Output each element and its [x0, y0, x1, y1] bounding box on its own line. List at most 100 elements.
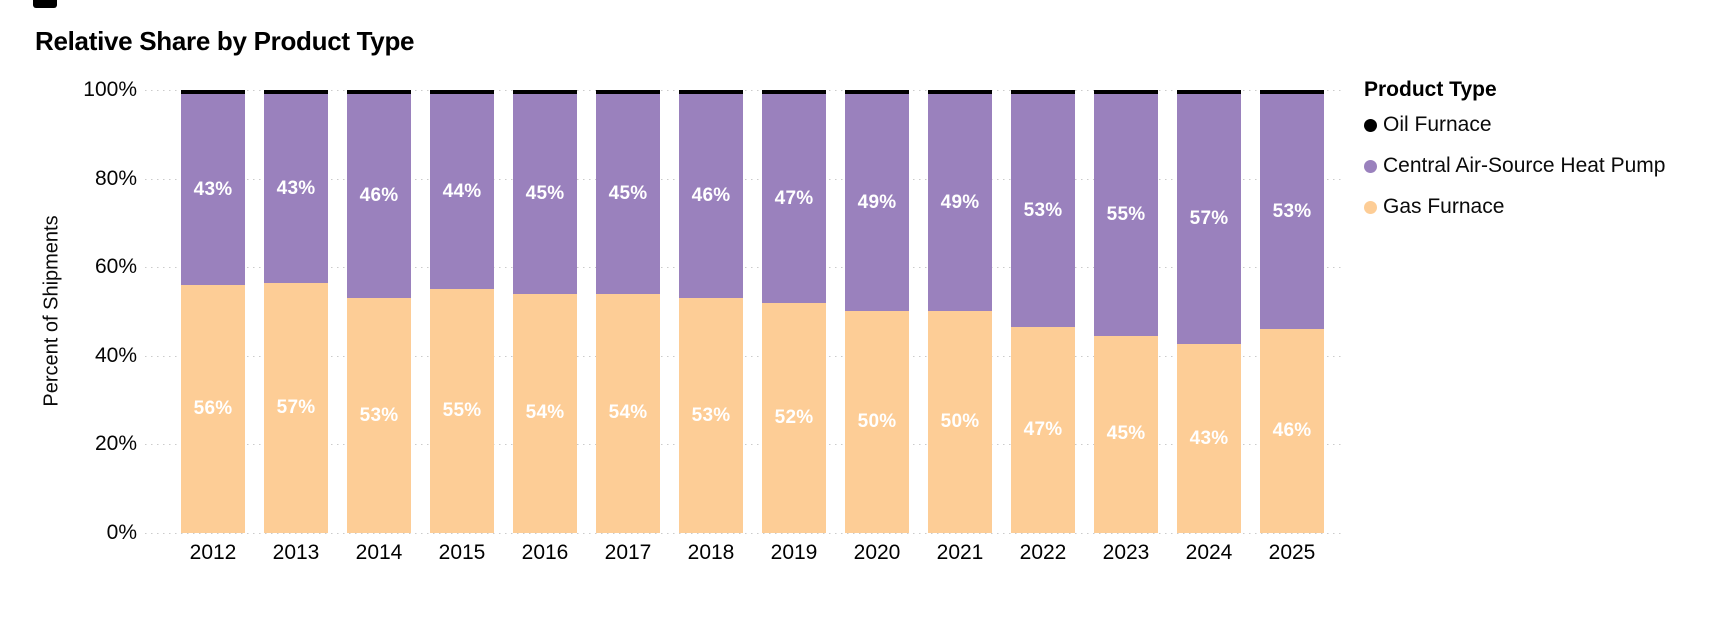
bar-2014[interactable]: 46% 53% — [347, 90, 411, 533]
bar-2025[interactable]: 53% 46% — [1260, 90, 1324, 533]
bar-segment-gas-furnace[interactable]: 46% — [1260, 329, 1324, 533]
x-axis-label-2017: 2017 — [604, 541, 652, 564]
bar-2019[interactable]: 47% 52% — [762, 90, 826, 533]
bar-2016[interactable]: 45% 54% — [513, 90, 577, 533]
bar-value-label: 55% — [1106, 203, 1146, 225]
bar-segment-oil-furnace[interactable] — [181, 90, 245, 95]
bar-segment-central-air-source-heat-pump[interactable]: 53% — [1260, 94, 1324, 330]
bar-segment-gas-furnace[interactable]: 55% — [430, 289, 494, 533]
bar-value-label: 46% — [359, 185, 399, 207]
bar-segment-central-air-source-heat-pump[interactable]: 45% — [596, 94, 660, 294]
bar-segment-oil-furnace[interactable] — [513, 90, 577, 95]
legend: Product Type Oil Furnace Central Air-Sour… — [1364, 78, 1729, 236]
bar-segment-central-air-source-heat-pump[interactable]: 57% — [1177, 94, 1241, 345]
gridline-0% — [145, 532, 1345, 534]
x-axis-label-2016: 2016 — [521, 541, 569, 564]
bar-value-label: 49% — [857, 191, 897, 213]
legend-item-gas-furnace[interactable]: Gas Furnace — [1364, 195, 1729, 219]
bar-segment-gas-furnace[interactable]: 45% — [1094, 335, 1158, 533]
bar-segment-oil-furnace[interactable] — [264, 90, 328, 95]
bar-segment-gas-furnace[interactable]: 53% — [679, 298, 743, 533]
bar-value-label: 53% — [359, 404, 399, 426]
bar-segment-gas-furnace[interactable]: 56% — [181, 284, 245, 533]
bar-2015[interactable]: 44% 55% — [430, 90, 494, 533]
legend-dot-icon — [1364, 159, 1377, 173]
bar-segment-oil-furnace[interactable] — [347, 90, 411, 95]
x-axis-label-2020: 2020 — [853, 541, 901, 564]
bar-segment-oil-furnace[interactable] — [679, 90, 743, 95]
bar-2013[interactable]: 43% 57% — [264, 90, 328, 533]
bar-segment-oil-furnace[interactable] — [1011, 90, 1075, 95]
bar-value-label: 46% — [1272, 420, 1312, 442]
x-axis-label-2018: 2018 — [687, 541, 735, 564]
legend-item-label: Gas Furnace — [1383, 195, 1505, 218]
bar-segment-oil-furnace[interactable] — [1260, 90, 1324, 95]
bar-value-label: 46% — [691, 185, 731, 207]
bar-segment-central-air-source-heat-pump[interactable]: 46% — [347, 94, 411, 299]
bar-value-label: 47% — [1023, 418, 1063, 440]
x-axis-label-2014: 2014 — [355, 541, 403, 564]
bar-segment-gas-furnace[interactable]: 53% — [347, 298, 411, 533]
bar-segment-central-air-source-heat-pump[interactable]: 45% — [513, 94, 577, 294]
y-tick-label-80%: 80% — [94, 166, 137, 190]
bar-segment-central-air-source-heat-pump[interactable]: 44% — [430, 94, 494, 290]
bar-segment-gas-furnace[interactable]: 52% — [762, 302, 826, 533]
bar-segment-oil-furnace[interactable] — [845, 90, 909, 95]
legend-item-oil-furnace[interactable]: Oil Furnace — [1364, 113, 1729, 137]
bar-value-label: 47% — [774, 187, 814, 209]
bar-segment-central-air-source-heat-pump[interactable]: 46% — [679, 94, 743, 299]
gridline-60% — [145, 267, 1345, 269]
bar-2022[interactable]: 53% 47% — [1011, 90, 1075, 533]
legend-item-label: Oil Furnace — [1383, 113, 1492, 136]
y-tick-label-20%: 20% — [94, 432, 137, 456]
bar-segment-gas-furnace[interactable]: 43% — [1177, 344, 1241, 533]
bar-2024[interactable]: 57% 43% — [1177, 90, 1241, 533]
bar-segment-gas-furnace[interactable]: 57% — [264, 282, 328, 533]
bar-value-label: 45% — [525, 183, 565, 205]
x-axis-label-2025: 2025 — [1268, 541, 1316, 564]
bar-segment-gas-furnace[interactable]: 50% — [928, 311, 992, 533]
bar-segment-gas-furnace[interactable]: 47% — [1011, 326, 1075, 533]
bar-2023[interactable]: 55% 45% — [1094, 90, 1158, 533]
bar-segment-oil-furnace[interactable] — [928, 90, 992, 95]
x-axis-label-2013: 2013 — [272, 541, 320, 564]
gridline-20% — [145, 444, 1345, 446]
bar-segment-central-air-source-heat-pump[interactable]: 49% — [845, 94, 909, 312]
top-edge-artifact — [33, 0, 57, 8]
bar-value-label: 53% — [1272, 200, 1312, 222]
bar-segment-gas-furnace[interactable]: 50% — [845, 311, 909, 533]
bar-segment-central-air-source-heat-pump[interactable]: 43% — [181, 94, 245, 285]
bar-segment-central-air-source-heat-pump[interactable]: 49% — [928, 94, 992, 312]
bar-segment-oil-furnace[interactable] — [430, 90, 494, 95]
bar-value-label: 53% — [691, 404, 731, 426]
bar-segment-central-air-source-heat-pump[interactable]: 53% — [1011, 94, 1075, 327]
y-tick-label-100%: 100% — [83, 78, 137, 101]
bar-2012[interactable]: 43% 56% — [181, 90, 245, 533]
bar-value-label: 43% — [276, 177, 316, 199]
legend-dot-icon — [1364, 200, 1377, 214]
bar-value-label: 43% — [193, 178, 233, 200]
x-axis-label-2022: 2022 — [1019, 541, 1067, 564]
bar-value-label: 43% — [1189, 427, 1229, 449]
bar-segment-oil-furnace[interactable] — [1094, 90, 1158, 95]
bar-value-label: 50% — [857, 411, 897, 433]
bar-segment-central-air-source-heat-pump[interactable]: 43% — [264, 94, 328, 283]
bar-segment-oil-furnace[interactable] — [1177, 90, 1241, 95]
bar-segment-oil-furnace[interactable] — [596, 90, 660, 95]
bar-value-label: 57% — [276, 396, 316, 418]
gridline-40% — [145, 355, 1345, 357]
x-axis-label-2024: 2024 — [1185, 541, 1233, 564]
x-axis-label-2021: 2021 — [936, 541, 984, 564]
bar-segment-oil-furnace[interactable] — [762, 90, 826, 95]
bar-2021[interactable]: 49% 50% — [928, 90, 992, 533]
page-title: Relative Share by Product Type — [35, 26, 415, 56]
bar-2020[interactable]: 49% 50% — [845, 90, 909, 533]
bar-2018[interactable]: 46% 53% — [679, 90, 743, 533]
bar-2017[interactable]: 45% 54% — [596, 90, 660, 533]
x-axis-label-2015: 2015 — [438, 541, 486, 564]
bar-segment-central-air-source-heat-pump[interactable]: 55% — [1094, 94, 1158, 336]
bar-segment-gas-furnace[interactable]: 54% — [513, 293, 577, 533]
legend-item-central-air-source-heat-pump[interactable]: Central Air-Source Heat Pump — [1364, 154, 1729, 178]
bar-segment-central-air-source-heat-pump[interactable]: 47% — [762, 94, 826, 303]
bar-segment-gas-furnace[interactable]: 54% — [596, 293, 660, 533]
